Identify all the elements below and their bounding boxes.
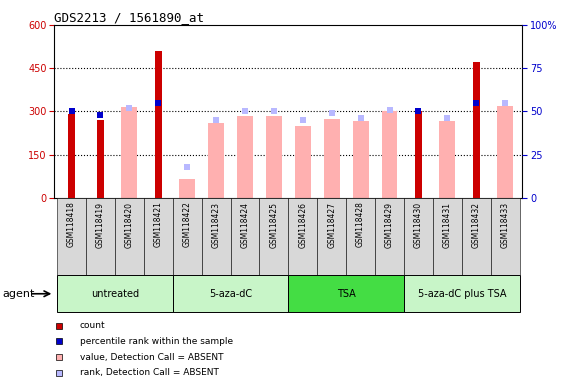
Text: agent: agent [3, 289, 35, 299]
Text: GSM118428: GSM118428 [356, 202, 365, 247]
Bar [259, 198, 288, 275]
Text: GSM118423: GSM118423 [212, 202, 220, 248]
Text: GSM118419: GSM118419 [96, 202, 105, 248]
Bar [288, 198, 317, 275]
Text: percentile rank within the sample: percentile rank within the sample [80, 337, 233, 346]
Bar [115, 198, 144, 275]
Bar [439, 121, 455, 198]
Text: GSM118427: GSM118427 [327, 202, 336, 248]
Bar [353, 121, 368, 198]
Bar [404, 198, 433, 275]
Text: count: count [80, 321, 106, 330]
Text: GSM118433: GSM118433 [501, 202, 510, 248]
Text: GSM118421: GSM118421 [154, 202, 163, 247]
Bar [473, 62, 480, 198]
Bar [381, 111, 397, 198]
Bar [202, 198, 231, 275]
Text: GSM118426: GSM118426 [298, 202, 307, 248]
Bar [86, 198, 115, 275]
Text: GSM118418: GSM118418 [67, 202, 76, 247]
Bar [346, 198, 375, 275]
Bar [237, 116, 253, 198]
Bar [97, 120, 104, 198]
Bar [415, 111, 422, 198]
Text: GSM118422: GSM118422 [183, 202, 192, 247]
Text: 5-aza-dC plus TSA: 5-aza-dC plus TSA [417, 289, 506, 299]
Bar [179, 179, 195, 198]
Text: GSM118429: GSM118429 [385, 202, 394, 248]
Text: GSM118425: GSM118425 [270, 202, 279, 248]
Bar [404, 275, 520, 312]
Bar [68, 114, 75, 198]
Bar [231, 198, 259, 275]
Text: rank, Detection Call = ABSENT: rank, Detection Call = ABSENT [80, 368, 219, 377]
Text: untreated: untreated [91, 289, 139, 299]
Bar [122, 107, 138, 198]
Text: GSM118430: GSM118430 [414, 202, 423, 248]
Bar [324, 119, 340, 198]
Bar [490, 198, 520, 275]
Bar [173, 198, 202, 275]
Text: value, Detection Call = ABSENT: value, Detection Call = ABSENT [80, 353, 223, 361]
Bar [144, 198, 173, 275]
Bar [317, 198, 346, 275]
Bar [288, 275, 404, 312]
Text: GSM118432: GSM118432 [472, 202, 481, 248]
Text: 5-aza-dC: 5-aza-dC [209, 289, 252, 299]
Text: GSM118420: GSM118420 [125, 202, 134, 248]
Bar [433, 198, 462, 275]
Bar [266, 116, 282, 198]
Bar [295, 126, 311, 198]
Text: GDS2213 / 1561890_at: GDS2213 / 1561890_at [54, 11, 204, 24]
Bar [155, 51, 162, 198]
Bar [57, 275, 173, 312]
Bar [57, 198, 86, 275]
Bar [462, 198, 490, 275]
Text: GSM118431: GSM118431 [443, 202, 452, 248]
Bar [375, 198, 404, 275]
Bar [208, 123, 224, 198]
Bar [173, 275, 288, 312]
Text: GSM118424: GSM118424 [240, 202, 250, 248]
Bar [497, 106, 513, 198]
Text: TSA: TSA [337, 289, 356, 299]
